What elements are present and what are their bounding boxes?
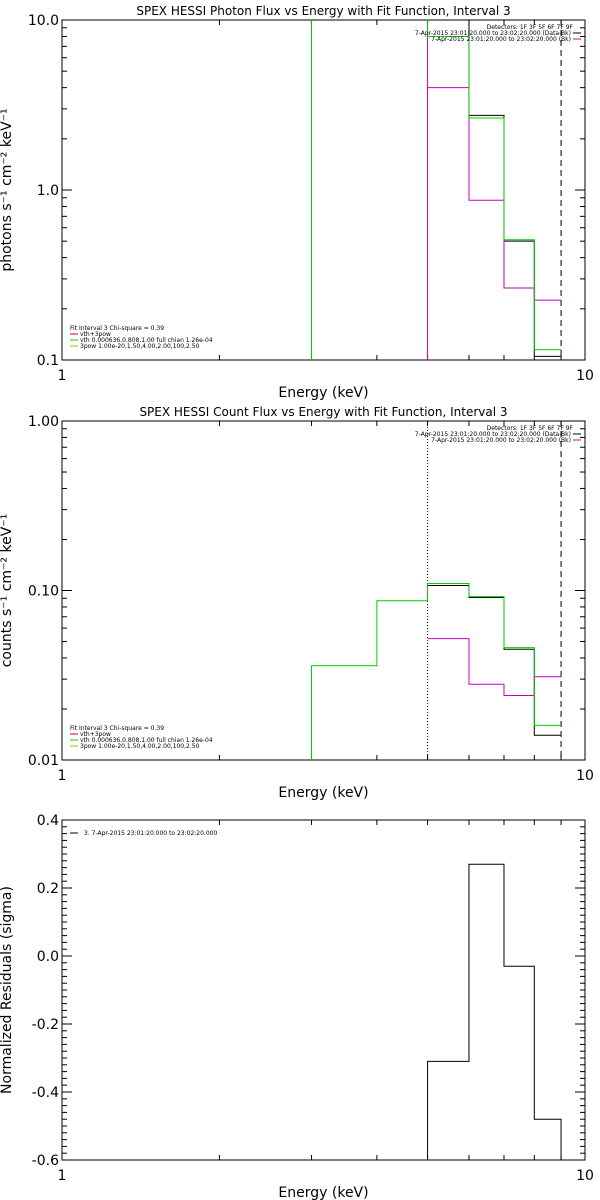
fit-legend-header: Fit Interval 3 Chi-square = 0.39 <box>70 725 164 732</box>
y-axis-label: counts s⁻¹ cm⁻² keV⁻¹ <box>0 514 15 668</box>
data-series-2 <box>311 582 562 760</box>
x-tick-label: 1 <box>58 768 67 784</box>
data-series-1 <box>427 87 562 301</box>
fit-legend-entry: vth 0.000636,0.808,1.00 full chian 1.26e… <box>80 337 213 344</box>
fit-legend-entry: vth+3pow <box>80 331 111 338</box>
legend-entry-label: 3. 7-Apr-2015 23:01:20.000 to 23:02:20.0… <box>84 830 217 837</box>
y-tick-label: 0.4 <box>37 813 59 829</box>
y-tick-label: 1.0 <box>37 183 59 199</box>
data-series-0 <box>427 585 562 736</box>
fit-legend-entry: 3pow 1.00e-20,1.50,4.00,2.00,100,2.50 <box>80 743 200 750</box>
y-tick-label: 0.2 <box>37 881 59 897</box>
plot-area <box>427 863 562 1160</box>
plot-frame <box>61 19 586 361</box>
y-tick-label: -0.6 <box>32 1153 59 1169</box>
data-series-0 <box>427 863 562 1160</box>
y-tick-label: 0.01 <box>28 753 59 769</box>
legend-header: Detectors: 1F 3F 5F 6F 7F 9F <box>487 425 574 432</box>
x-axis-label: Energy (keV) <box>278 1185 368 1200</box>
data-series-2 <box>311 20 562 360</box>
legend-header: Detectors: 1F 3F 5F 6F 7F 9F <box>487 24 574 31</box>
y-tick-label: -0.4 <box>32 1085 59 1101</box>
y-tick-label: 10.0 <box>28 13 59 29</box>
fit-legend-entry: vth 0.000636,0.808,1.00 full chian 1.26e… <box>80 737 213 744</box>
x-tick-label: 1 <box>58 1168 67 1184</box>
x-axis-label: Energy (keV) <box>278 785 368 801</box>
panel-count: SPEX HESSI Count Flux vs Energy with Fit… <box>0 405 594 801</box>
data-series-1 <box>427 638 562 697</box>
data-series-0 <box>427 20 562 357</box>
x-tick-label: 10 <box>576 768 594 784</box>
legend-entry-label: 7-Apr-2015 23:01:20.000 to 23:02:20.000 … <box>415 30 571 37</box>
x-tick-label: 10 <box>576 368 594 384</box>
fit-legend-entry: vth+3pow <box>80 731 111 738</box>
y-tick-label: -0.2 <box>32 1017 59 1033</box>
y-axis-label: Normalized Residuals (sigma) <box>0 886 15 1094</box>
legend-entry-label: 7-Apr-2015 23:01:20.000 to 23:02:20.000 … <box>431 437 571 444</box>
plot-frame <box>61 420 586 761</box>
fit-legend-header: Fit Interval 3 Chi-square = 0.39 <box>70 325 164 332</box>
chart-title: SPEX HESSI Photon Flux vs Energy with Fi… <box>136 4 510 18</box>
panel-residuals: 1 10 Energy (keV) 0.4 0.2 0.0 -0.2 -0.4 -0.6 Norm… <box>0 813 594 1200</box>
x-tick-label: 10 <box>576 1168 594 1184</box>
x-axis-label: Energy (keV) <box>278 385 368 401</box>
chart-title: SPEX HESSI Count Flux vs Energy with Fit… <box>139 405 507 419</box>
fit-legend-entry: 3pow 1.00e-20,1.50,4.00,2.00,100,2.50 <box>80 343 200 350</box>
plot-area <box>311 421 562 760</box>
plot-area <box>311 20 562 360</box>
legend-entry-label: 7-Apr-2015 23:01:20.000 to 23:02:20.000 … <box>415 431 571 438</box>
x-tick-label: 1 <box>58 368 67 384</box>
y-axis-label: photons s⁻¹ cm⁻² keV⁻¹ <box>0 108 15 271</box>
legend-entry-label: 7-Apr-2015 23:01:20.000 to 23:02:20.000 … <box>431 36 571 43</box>
y-tick-label: 0.0 <box>37 949 59 965</box>
y-tick-label: 0.1 <box>37 353 59 369</box>
panel-photon: SPEX HESSI Photon Flux vs Energy with Fi… <box>0 4 594 401</box>
plot-frame <box>61 819 586 1161</box>
y-tick-label: 0.10 <box>28 584 59 600</box>
y-tick-label: 1.00 <box>28 414 59 430</box>
